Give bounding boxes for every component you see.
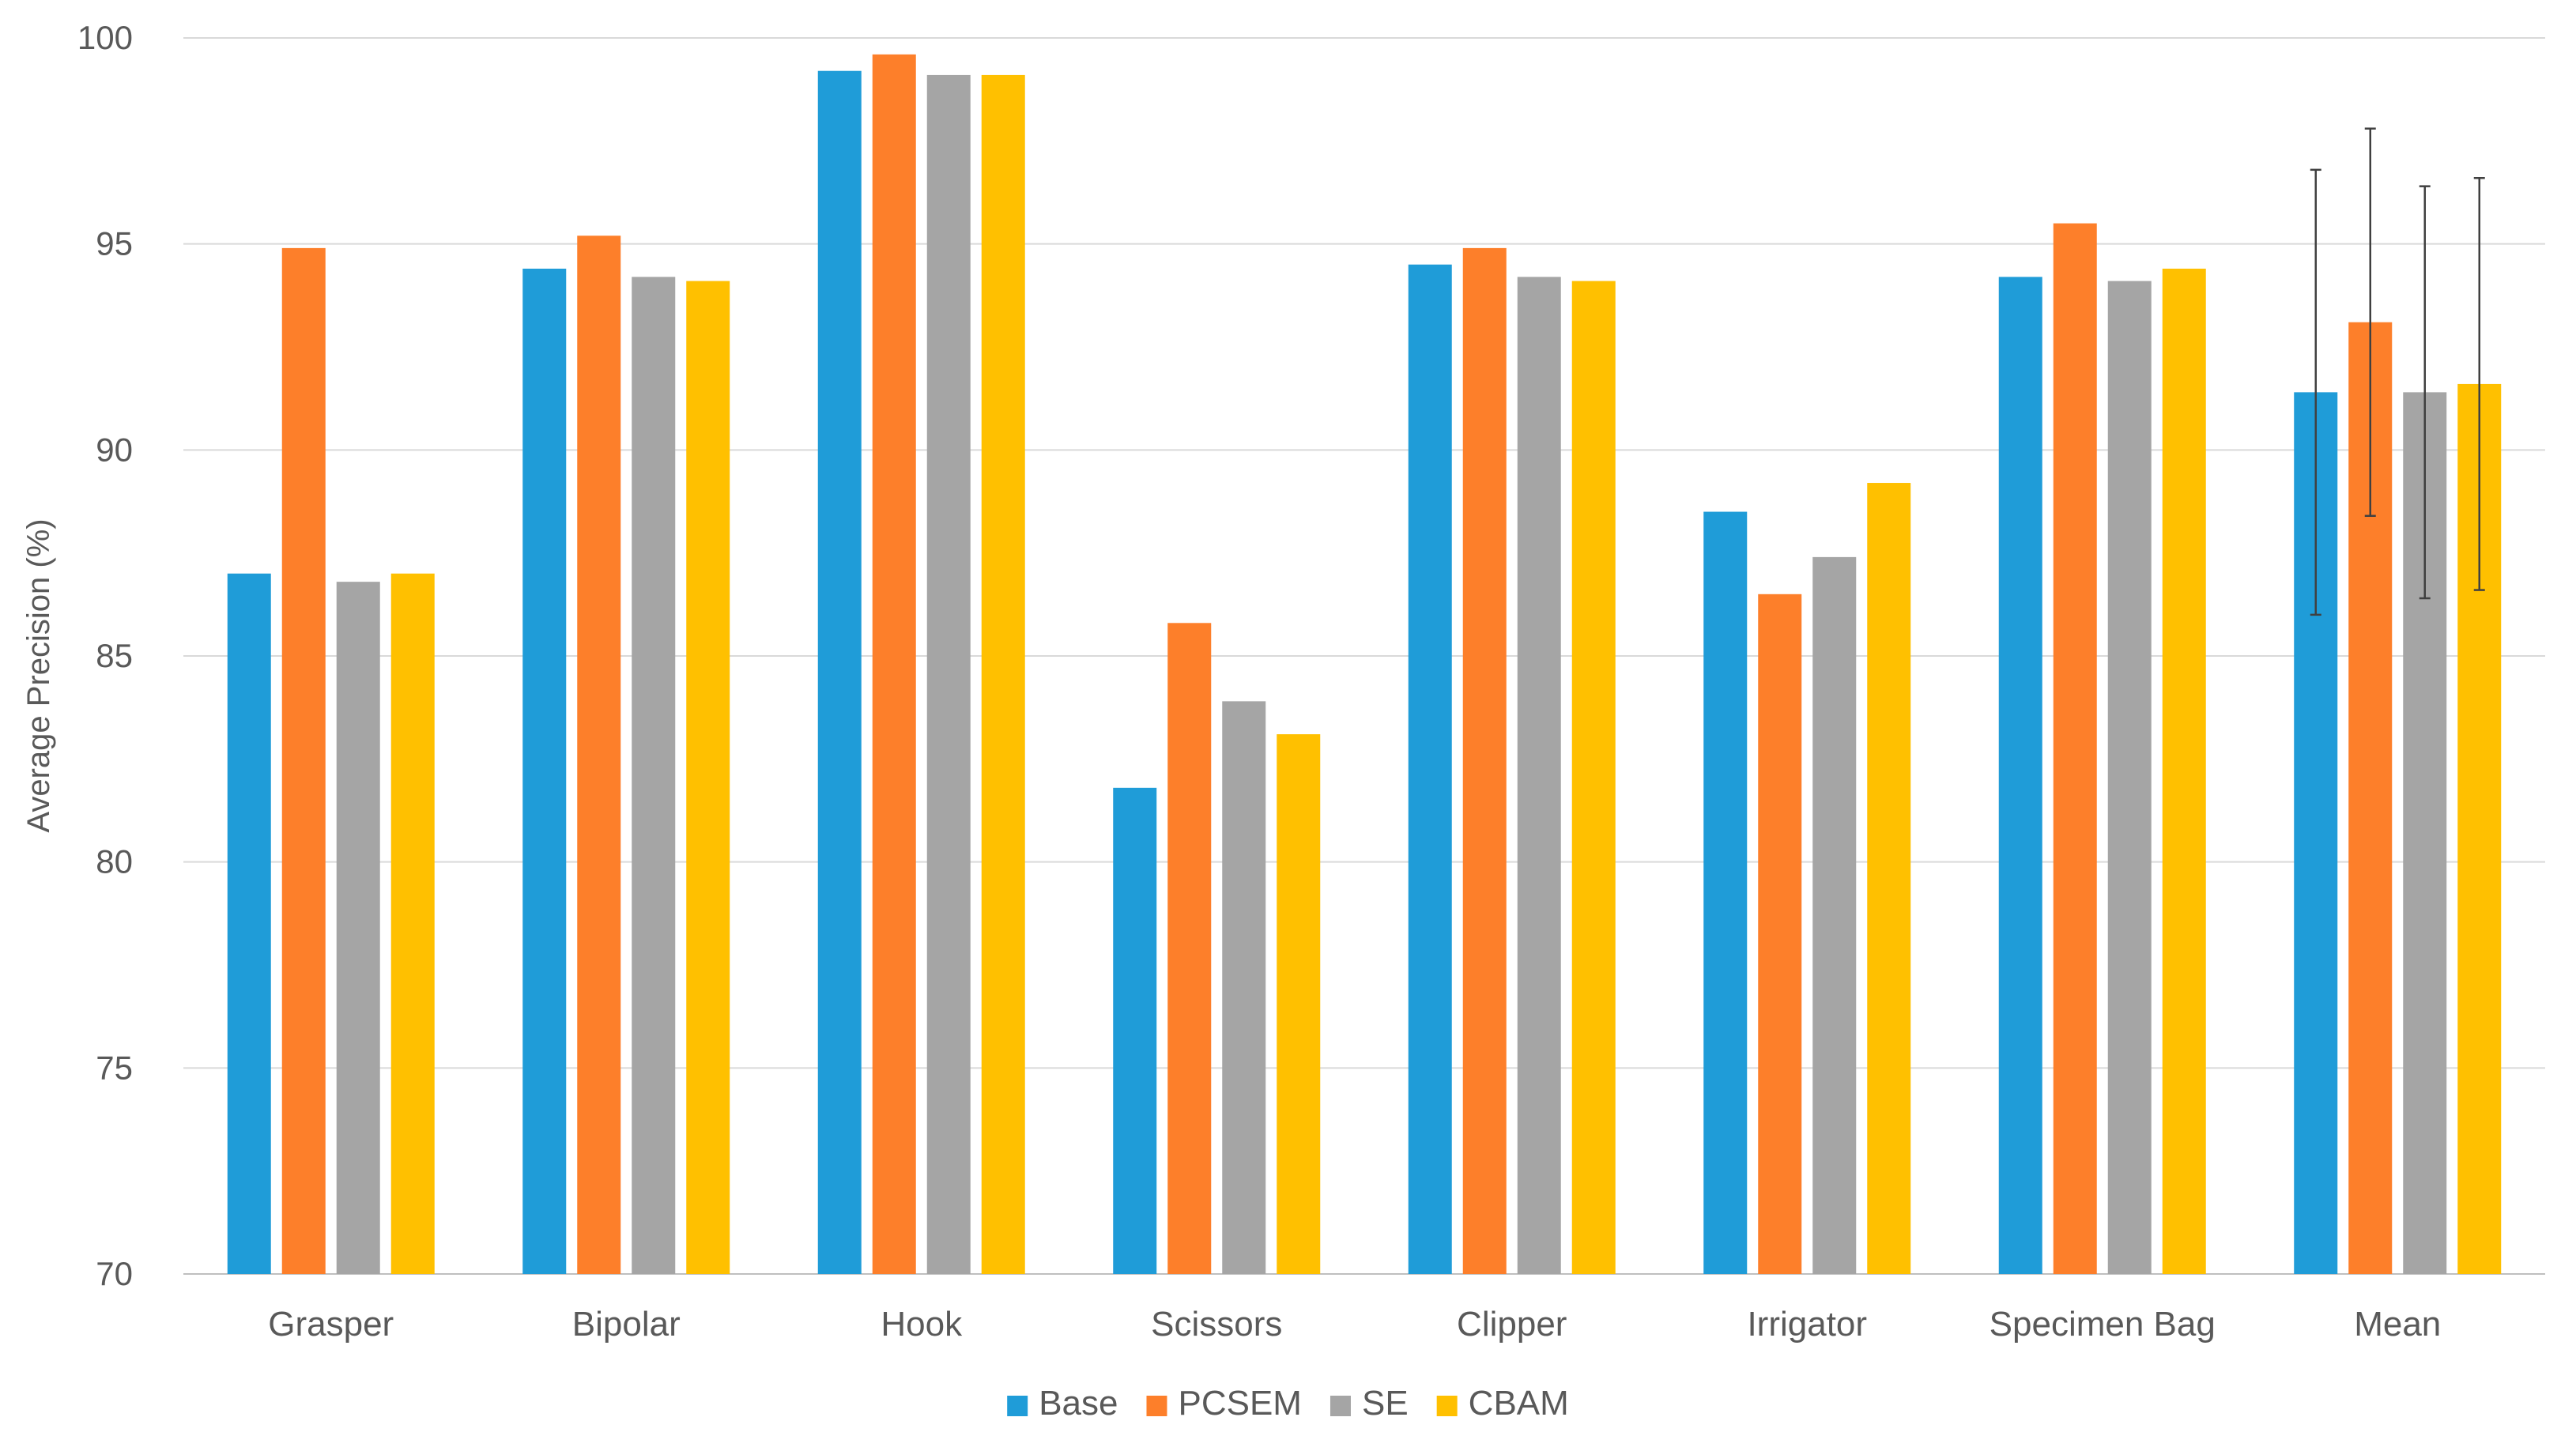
- bar-pcsem-grasper: [281, 247, 326, 1274]
- y-axis: 70 75 80 85 90 95 100: [77, 19, 133, 1292]
- x-tick-label: Mean: [2354, 1305, 2441, 1344]
- bar-base-specimen-bag: [1998, 277, 2042, 1275]
- bar-base-clipper: [1408, 264, 1452, 1274]
- bar-base-hook: [817, 70, 862, 1274]
- legend-label-se: SE: [1362, 1384, 1409, 1423]
- bar-base-grasper: [227, 573, 271, 1274]
- legend-label-base: Base: [1039, 1384, 1118, 1423]
- error-bars: [2310, 127, 2485, 616]
- bar-se-hook: [926, 74, 971, 1274]
- bar-cbam-hook: [981, 74, 1025, 1274]
- bar-base-scissors: [1113, 787, 1157, 1274]
- bar-cbam-scissors: [1277, 734, 1321, 1274]
- x-tick-label: Scissors: [1151, 1305, 1282, 1344]
- bar-se-scissors: [1222, 701, 1266, 1274]
- y-tick-label: 75: [96, 1049, 133, 1086]
- legend-swatch-pcsem: [1146, 1396, 1167, 1416]
- x-tick-label: Hook: [881, 1305, 963, 1344]
- bar-base-irrigator: [1703, 511, 1748, 1274]
- legend-swatch-se: [1329, 1396, 1351, 1416]
- y-tick-label: 90: [96, 431, 133, 468]
- legend-swatch-cbam: [1436, 1396, 1458, 1416]
- bar-cbam-specimen-bag: [2162, 268, 2206, 1274]
- y-tick-label: 85: [96, 637, 133, 674]
- bar-pcsem-bipolar: [577, 236, 621, 1274]
- x-axis: Grasper Bipolar Hook Scissors Clipper Irrigat…: [268, 1305, 2441, 1344]
- y-tick-label: 80: [96, 843, 133, 880]
- x-tick-label: Clipper: [1457, 1305, 1567, 1344]
- bar-se-bipolar: [632, 277, 676, 1275]
- bar-pcsem-specimen-bag: [2053, 223, 2097, 1275]
- x-tick-label: Irrigator: [1747, 1305, 1867, 1344]
- bar-pcsem-clipper: [1462, 247, 1507, 1274]
- bar-cbam-irrigator: [1867, 483, 1911, 1274]
- x-tick-label: Bipolar: [572, 1305, 681, 1344]
- legend-label-cbam: CBAM: [1469, 1384, 1569, 1423]
- bar-se-specimen-bag: [2107, 281, 2152, 1274]
- bar-se-irrigator: [1812, 556, 1857, 1274]
- bars: [227, 54, 2502, 1275]
- bar-se-grasper: [336, 582, 380, 1274]
- bar-base-bipolar: [522, 268, 567, 1274]
- bar-cbam-clipper: [1571, 281, 1616, 1274]
- x-tick-label: Specimen Bag: [1990, 1305, 2216, 1344]
- bar-cbam-bipolar: [686, 281, 730, 1274]
- bar-pcsem-irrigator: [1758, 594, 1802, 1274]
- bar-se-clipper: [1517, 277, 1561, 1275]
- bar-pcsem-scissors: [1167, 623, 1212, 1274]
- y-tick-label: 70: [96, 1255, 133, 1292]
- y-tick-label: 95: [96, 225, 133, 262]
- y-axis-label: Average Precision (%): [21, 518, 56, 832]
- legend: Base PCSEM SE CBAM: [1007, 1384, 1569, 1423]
- bar-pcsem-hook: [872, 54, 916, 1275]
- legend-label-pcsem: PCSEM: [1178, 1384, 1301, 1423]
- bar-cbam-grasper: [390, 573, 435, 1274]
- gridlines: [183, 37, 2545, 1275]
- x-tick-label: Grasper: [268, 1305, 394, 1344]
- y-tick-label: 100: [77, 19, 133, 56]
- legend-swatch-base: [1007, 1396, 1028, 1416]
